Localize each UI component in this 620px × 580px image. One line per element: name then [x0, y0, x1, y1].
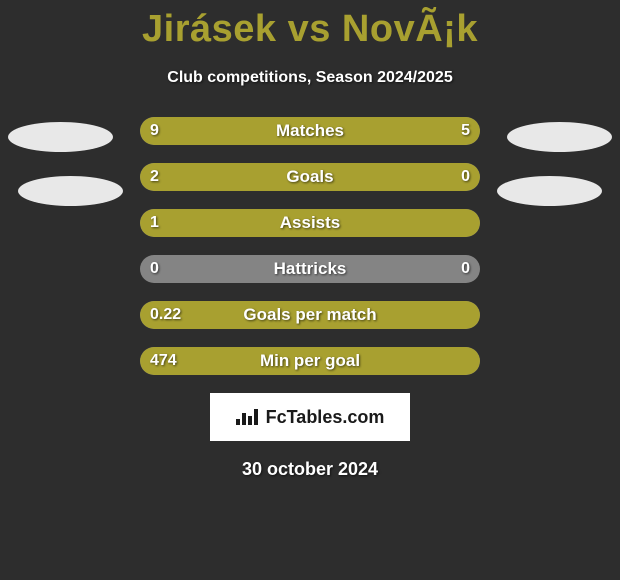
fctables-logo: FcTables.com [210, 393, 410, 441]
stat-row-matches: 9 Matches 5 [0, 117, 620, 145]
stat-label: Goals per match [243, 305, 376, 325]
stat-row-goals-per-match: 0.22 Goals per match [0, 301, 620, 329]
bar-track: 2 Goals 0 [140, 163, 480, 191]
stat-value-left: 2 [150, 168, 159, 186]
stat-value-left: 0 [150, 260, 159, 278]
comparison-title: Jirásek vs NovÃ¡k [0, 0, 620, 51]
stat-label: Min per goal [260, 351, 360, 371]
bar-track: 0 Hattricks 0 [140, 255, 480, 283]
stat-label: Hattricks [274, 259, 347, 279]
bar-left [140, 163, 398, 191]
bar-track: 0.22 Goals per match [140, 301, 480, 329]
stat-row-assists: 1 Assists [0, 209, 620, 237]
stats-chart: 9 Matches 5 2 Goals 0 1 Assists 0 Hattri… [0, 117, 620, 375]
stat-value-left: 0.22 [150, 306, 181, 324]
stat-row-goals: 2 Goals 0 [0, 163, 620, 191]
chart-icon [236, 409, 260, 425]
date: 30 october 2024 [0, 459, 620, 480]
stat-value-left: 474 [150, 352, 177, 370]
stat-label: Matches [276, 121, 344, 141]
stat-value-left: 1 [150, 214, 159, 232]
logo-text: FcTables.com [266, 407, 385, 428]
bar-track: 9 Matches 5 [140, 117, 480, 145]
stat-label: Assists [280, 213, 340, 233]
bar-track: 1 Assists [140, 209, 480, 237]
stat-value-left: 9 [150, 122, 159, 140]
stat-row-min-per-goal: 474 Min per goal [0, 347, 620, 375]
stat-row-hattricks: 0 Hattricks 0 [0, 255, 620, 283]
bar-track: 474 Min per goal [140, 347, 480, 375]
stat-value-right: 5 [461, 122, 470, 140]
stat-value-right: 0 [461, 260, 470, 278]
stat-label: Goals [286, 167, 333, 187]
stat-value-right: 0 [461, 168, 470, 186]
subtitle: Club competitions, Season 2024/2025 [0, 69, 620, 87]
